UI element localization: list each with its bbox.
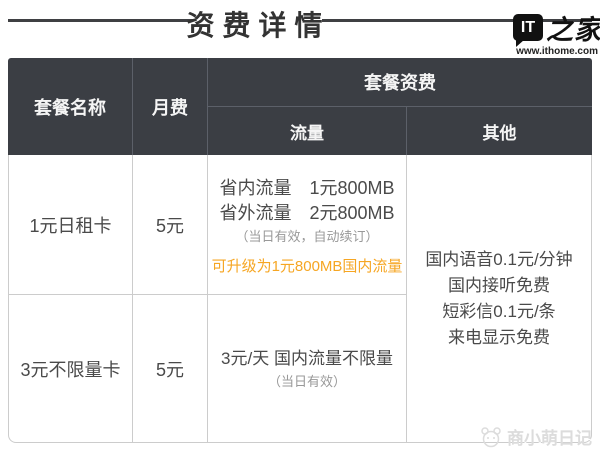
row1-data-line2: 省外流量 2元800MB	[219, 203, 395, 223]
row1-package-name: 1元日租卡	[8, 155, 133, 295]
row2-data-line1: 3元/天 国内流量不限量	[221, 348, 393, 368]
row1-monthly-fee: 5元	[133, 155, 208, 295]
row2-package-name: 3元不限量卡	[8, 295, 133, 443]
other-fee-line: 短彩信0.1元/条	[442, 301, 556, 321]
ithome-url: www.ithome.com	[516, 46, 598, 57]
title-rule-left	[8, 19, 193, 22]
ithome-logo-icon: IT	[513, 14, 543, 47]
other-fee-line: 国内接听免费	[448, 275, 550, 295]
watermark: 商小萌日记	[480, 424, 592, 449]
header-other-column: 其他	[407, 107, 592, 155]
row1-data-cell: 省内流量 1元800MB 省外流量 2元800MB （当日有效，自动续订） 可升…	[208, 155, 407, 295]
row1-data-line1: 省内流量 1元800MB	[219, 178, 395, 198]
other-fee-line: 来电显示免费	[448, 327, 550, 347]
row1-upgrade-highlight: 可升级为1元800MB国内流量	[211, 258, 403, 275]
row2-data-cell: 3元/天 国内流量不限量 （当日有效）	[208, 295, 407, 443]
panda-face-icon	[481, 426, 501, 447]
header-data-column: 流量	[208, 107, 407, 155]
fee-table: 套餐名称 月费 套餐资费 流量 其他 1元日租卡 5元 省内流量 1元800MB…	[8, 58, 592, 443]
header-package-name: 套餐名称	[8, 58, 133, 155]
row2-monthly-fee: 5元	[133, 295, 208, 443]
ithome-logo: IT 之家 www.ithome.com	[505, 4, 600, 57]
header-monthly-fee: 月费	[133, 58, 208, 155]
row1-data-note: （当日有效，自动续订）	[235, 229, 379, 244]
ithome-logo-home-text: 之家	[546, 15, 600, 45]
other-fee-line: 国内语音0.1元/分钟	[425, 249, 573, 269]
watermark-text: 商小萌日记	[507, 429, 592, 448]
row2-data-note: （当日有效）	[267, 373, 346, 389]
other-fees-cell: 国内语音0.1元/分钟 国内接听免费 短彩信0.1元/条 来电显示免费	[407, 155, 592, 443]
page-title: 资费详情	[186, 10, 331, 41]
header-package-fee: 套餐资费	[208, 58, 592, 107]
title-rule-right	[322, 19, 592, 22]
ithome-logo-it-text: IT	[520, 18, 536, 36]
